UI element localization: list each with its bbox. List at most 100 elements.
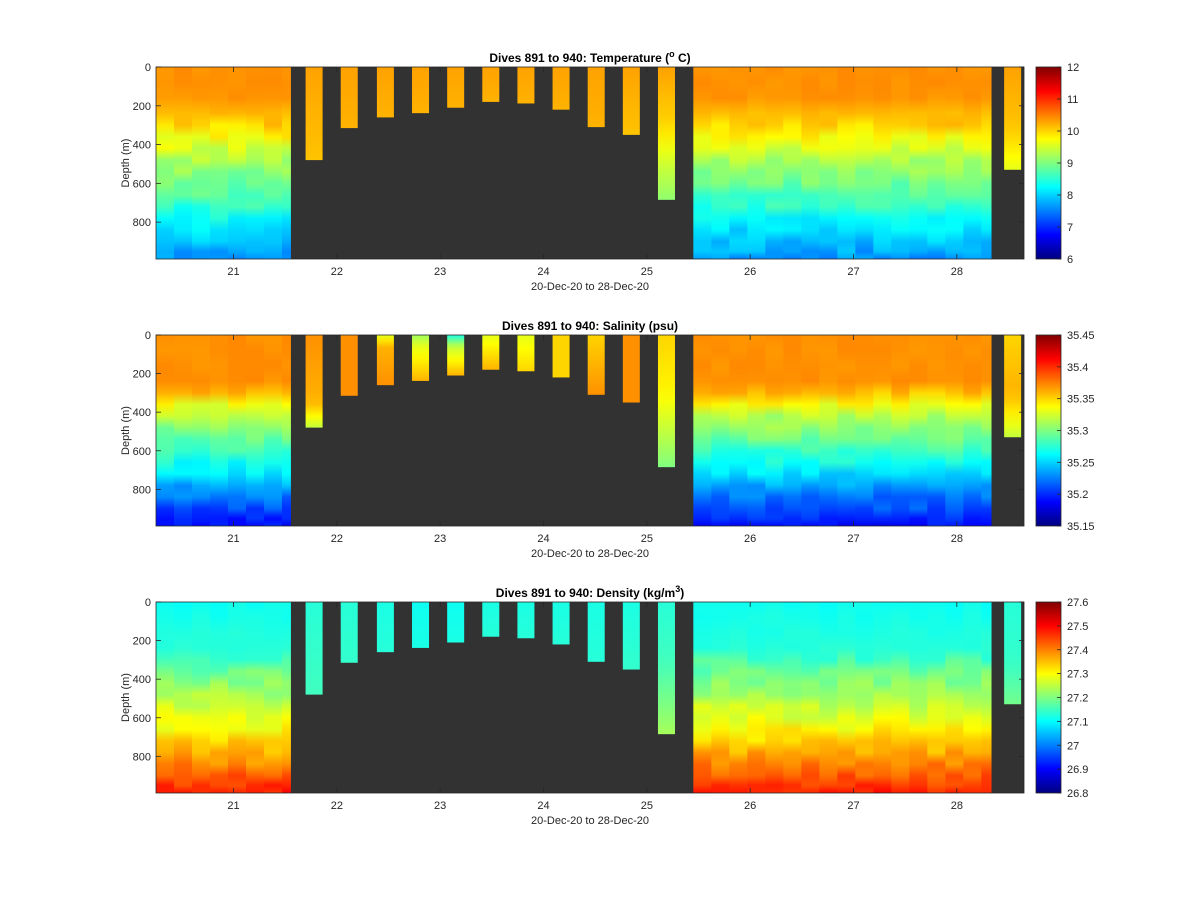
x-tick-label: 23 [434,266,446,278]
depth-profile-band [729,67,748,259]
panel-1: 21 22 23 24 25 26 27 28 0 200 400 600 800 20-Dec-20 t… [120,49,1079,293]
depth-profile-band [693,335,712,526]
x-tick-label: 25 [641,266,653,278]
depth-profile-band [909,335,928,526]
x-tick-label: 28 [951,800,963,812]
y-tick-label: 200 [133,636,151,648]
shallow-dive-profile [587,67,605,128]
y-tick-label: 800 [133,751,151,763]
depth-profile-band [156,335,175,526]
depth-profile-band [963,67,982,259]
depth-profile-band [801,67,820,259]
x-tick-label: 26 [744,266,756,278]
x-tick-label: 26 [744,533,756,545]
depth-profile-band [891,335,910,526]
depth-profile-band [282,602,291,793]
x-tick-label: 27 [847,800,859,812]
depth-profile-band [156,602,175,793]
shallow-dive-profile [340,67,358,129]
x-tick-label: 22 [331,266,343,278]
shallow-dive-profile [447,67,465,108]
colorbar-tick-label: 35.4 [1067,362,1088,374]
depth-profile-band [783,602,802,793]
depth-profile-band [981,67,992,259]
plot-frame [155,334,1025,527]
y-tick-label: 400 [133,140,151,152]
colorbar-tick-label: 8 [1067,190,1073,202]
shallow-dive-profile [1004,335,1022,438]
depth-profile-band [729,602,748,793]
depth-profile-band [837,602,856,793]
colorbar-tick-label: 9 [1067,158,1073,170]
depth-profile-band [783,67,802,259]
y-tick-label: 200 [133,369,151,381]
shallow-dive-profile [657,67,675,200]
shallow-dive-profile [657,602,675,735]
x-axis-label: 20-Dec-20 to 28-Dec-20 [531,548,649,560]
depth-profile-band [855,602,874,793]
depth-profile-band [963,335,982,526]
depth-profile-band [855,67,874,259]
shallow-dive-profile [587,335,605,395]
depth-profile-band [819,67,838,259]
depth-profile-band [765,335,784,526]
x-tick-label: 28 [951,266,963,278]
colorbar-tick-label: 12 [1067,62,1079,74]
depth-profile-band [873,335,892,526]
depth-profile-band [228,67,247,259]
depth-profile-band [945,67,964,259]
y-tick-label: 0 [145,330,151,342]
shallow-dive-profile [482,335,500,370]
depth-profile-band [264,602,283,793]
depth-profile-band [873,67,892,259]
y-tick-label: 200 [133,101,151,113]
x-tick-label: 21 [227,533,239,545]
shallow-dive-profile [552,67,570,110]
shallow-dive-profile [517,602,535,639]
chart-title: Dives 891 to 940: Salinity (psu) [502,319,678,333]
shallow-dive-profile [587,602,605,662]
colorbar-tick-label: 35.35 [1067,394,1095,406]
shallow-dive-profile [622,67,640,135]
colorbar-tick-label: 35.25 [1067,457,1095,469]
colorbar-tick-label: 26.8 [1067,788,1088,800]
depth-profile-band [693,67,712,259]
depth-profile-band [192,67,211,259]
x-tick-label: 22 [331,533,343,545]
colorbar-tick-label: 35.3 [1067,426,1088,438]
shallow-dive-profile [376,602,394,653]
depth-profile-band [981,602,992,793]
colorbar [1035,601,1062,794]
panel-3: 21 22 23 24 25 26 27 28 0 200 400 600 800 20-Dec-20 t… [120,584,1088,827]
colorbar-tick-label: 27.3 [1067,669,1088,681]
shallow-dive-profile [447,602,465,643]
depth-profile-band [909,67,928,259]
shallow-dive-profile [447,335,465,376]
depth-profile-band [837,335,856,526]
depth-profile-band [873,602,892,793]
colorbar-tick-label: 27.6 [1067,597,1088,609]
depth-profile-band [909,602,928,793]
colorbar-tick-label: 11 [1067,94,1078,106]
shallow-dive-profile [622,335,640,403]
colorbar-tick-label: 7 [1067,222,1073,234]
y-tick-label: 600 [133,446,151,458]
y-axis-label: Depth (m) [120,139,132,188]
shallow-dive-profile [552,602,570,645]
y-tick-label: 400 [133,674,151,686]
depth-profile-band [210,602,229,793]
x-tick-label: 26 [744,800,756,812]
depth-profile-band [747,67,766,259]
shallow-dive-profile [412,602,430,648]
x-axis-label: 20-Dec-20 to 28-Dec-20 [531,815,649,827]
heatmap-cells [156,67,1022,259]
depth-profile-band [747,335,766,526]
depth-profile-band [819,602,838,793]
depth-profile-band [927,335,946,526]
depth-profile-band [264,335,283,526]
x-tick-label: 21 [227,266,239,278]
depth-profile-band [891,602,910,793]
colorbar-tick-label: 27.5 [1067,621,1088,633]
y-tick-label: 0 [145,62,151,74]
